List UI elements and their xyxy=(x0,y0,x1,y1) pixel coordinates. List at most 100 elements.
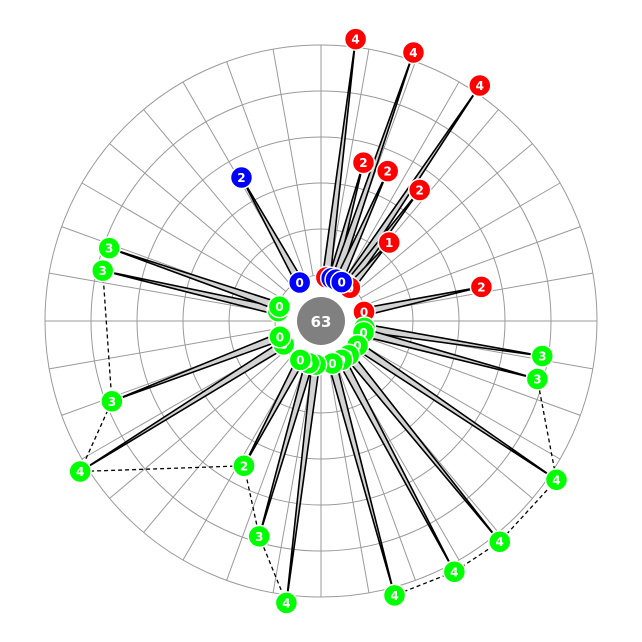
marker-value-label: 4 xyxy=(390,589,398,603)
marker-value-label: 4 xyxy=(552,473,560,487)
marker-dot xyxy=(382,583,407,608)
marker-dot xyxy=(288,348,313,372)
value-marker: 4 xyxy=(544,468,569,492)
marker-value-label: 1 xyxy=(385,236,393,250)
value-marker: 3 xyxy=(525,367,550,391)
marker-dot xyxy=(90,258,115,283)
dashed-connector xyxy=(79,270,287,604)
marker-value-label: 4 xyxy=(450,565,458,579)
grid-spoke xyxy=(364,336,581,416)
marker-value-label: 2 xyxy=(237,171,245,185)
grid-spoke xyxy=(226,364,306,581)
stem-wedge xyxy=(355,325,538,380)
marker-value-label: 4 xyxy=(409,46,417,60)
marker-dot xyxy=(375,159,400,183)
marker-dot xyxy=(401,40,426,65)
grid-spoke xyxy=(143,109,292,287)
marker-value-label: 0 xyxy=(328,357,336,371)
marker-value-label: 0 xyxy=(275,300,283,314)
marker-value-label: 2 xyxy=(384,165,392,179)
value-marker: 0 xyxy=(288,348,313,372)
value-marker: 4 xyxy=(401,40,426,65)
marker-dot xyxy=(351,150,376,175)
value-marker: 4 xyxy=(382,583,407,608)
marker-value-label: 0 xyxy=(360,305,368,319)
grid-spoke xyxy=(360,343,561,460)
marker-value-label: 0 xyxy=(276,330,284,344)
stem-wedge xyxy=(356,286,482,319)
marker-dot xyxy=(487,529,512,554)
marker-dot xyxy=(468,73,492,98)
marker-dot xyxy=(274,591,299,615)
marker-value-label: 0 xyxy=(337,276,345,290)
marker-dot xyxy=(267,294,292,319)
value-marker: 2 xyxy=(351,150,376,175)
grid-spoke xyxy=(81,182,282,299)
value-marker: 0 xyxy=(268,325,292,349)
marker-dot xyxy=(530,344,554,368)
marker-value-label: 3 xyxy=(255,530,263,544)
value-marker: 4 xyxy=(442,560,467,584)
marker-dot xyxy=(229,165,254,190)
value-marker: 3 xyxy=(530,344,554,368)
marker-value-label: 0 xyxy=(295,276,303,290)
marker-dot xyxy=(247,524,272,549)
marker-value-label: 4 xyxy=(476,79,484,93)
grid-spoke xyxy=(343,81,460,282)
marker-value-label: 2 xyxy=(240,459,248,473)
value-marker: 2 xyxy=(232,454,256,478)
grid-spoke xyxy=(328,49,370,276)
marker-value-label: 0 xyxy=(359,326,367,340)
grid-spoke xyxy=(272,366,314,593)
grid-spoke xyxy=(355,350,533,499)
grid-spoke xyxy=(143,355,292,533)
value-marker: 4 xyxy=(274,591,299,615)
marker-dot xyxy=(544,468,569,492)
marker-value-label: 2 xyxy=(416,184,424,198)
marker-dot xyxy=(442,560,467,584)
grid-spoke xyxy=(49,272,276,314)
value-marker: 0 xyxy=(329,270,354,294)
marker-value-label: 0 xyxy=(296,353,304,367)
marker-dot xyxy=(287,270,312,295)
marker-dot xyxy=(268,325,292,349)
marker-value-label: 2 xyxy=(477,280,485,294)
value-marker: 3 xyxy=(100,389,124,414)
chart-wedges xyxy=(79,39,557,603)
marker-dot xyxy=(232,454,256,478)
center-hub xyxy=(297,297,345,345)
marker-dot xyxy=(100,389,124,414)
marker-dot xyxy=(407,178,432,202)
grid-spoke xyxy=(364,226,581,306)
grid-spoke xyxy=(328,366,370,593)
value-marker: 1 xyxy=(377,230,401,255)
value-marker: 4 xyxy=(68,459,92,484)
value-marker: 3 xyxy=(90,258,115,283)
marker-dot xyxy=(525,367,550,391)
marker-value-label: 0 xyxy=(353,339,361,353)
value-marker: 4 xyxy=(343,27,368,51)
grid-spoke xyxy=(109,350,287,499)
marker-value-label: 4 xyxy=(76,465,84,479)
chart-markers: 0000000000000000000000000424242123344444… xyxy=(68,27,569,615)
marker-dot xyxy=(329,270,354,294)
marker-value-label: 3 xyxy=(99,264,107,278)
value-marker: 2 xyxy=(375,159,400,183)
marker-dot xyxy=(97,236,121,260)
value-marker: 4 xyxy=(468,73,492,98)
value-marker: 0 xyxy=(267,294,292,319)
value-marker: 2 xyxy=(407,178,432,202)
value-marker: 0 xyxy=(287,270,312,295)
value-marker: 2 xyxy=(229,165,254,190)
grid-spoke xyxy=(360,182,561,299)
marker-value-label: 4 xyxy=(351,33,359,47)
marker-value-label: 4 xyxy=(496,535,504,549)
grid-spoke xyxy=(226,61,306,278)
value-marker: 2 xyxy=(469,275,494,299)
value-marker: 4 xyxy=(487,529,512,554)
marker-value-label: 4 xyxy=(282,596,290,610)
marker-value-label: 3 xyxy=(105,242,113,256)
marker-value-label: 3 xyxy=(533,372,541,386)
